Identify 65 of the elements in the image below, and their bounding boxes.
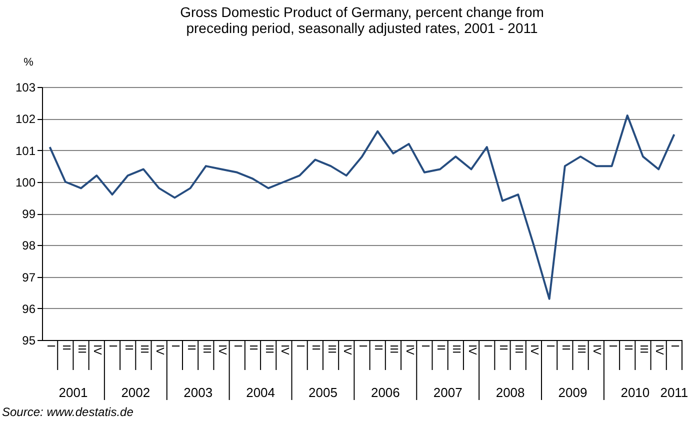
x-tick-label: III	[325, 344, 338, 354]
y-tick-label: 98	[22, 238, 36, 253]
text: 2001	[58, 385, 88, 400]
text: 2002	[121, 385, 150, 400]
x-tick-label: III	[388, 344, 400, 354]
x-tick-label: III	[262, 344, 275, 354]
x-tick-label: I	[169, 344, 182, 348]
x-tick-label: IV	[154, 344, 166, 356]
x-tick-label: II	[622, 344, 634, 351]
x-tick-label: IV	[91, 344, 104, 356]
x-tick-label: II	[184, 344, 197, 351]
x-tick-label: II	[434, 344, 447, 351]
x-tick-label: I	[418, 344, 431, 348]
y-tick-label: 99	[22, 207, 36, 221]
y-tick-label: 100	[15, 175, 36, 190]
x-tick-label: II	[559, 344, 572, 351]
y-tick-label: 97	[22, 270, 36, 284]
x-tick-label: III	[575, 344, 588, 354]
x-tick-label: III	[200, 344, 212, 354]
y-tick-label: 102	[15, 112, 36, 126]
x-tick-label: II	[310, 344, 322, 351]
x-tick-label: I	[106, 344, 119, 348]
x-tick-label: IV	[340, 344, 353, 356]
x-tick-label: I	[356, 344, 368, 348]
x-tick-label: II	[372, 344, 384, 351]
x-tick-label: II	[60, 344, 72, 351]
x-tick-label: I	[232, 344, 244, 348]
x-tick-label: IV	[278, 344, 290, 356]
text: 2011	[660, 385, 688, 400]
text: 2008	[496, 385, 525, 400]
text: 2004	[246, 385, 275, 400]
x-tick-label: I	[668, 344, 681, 348]
x-tick-label: II	[122, 344, 134, 351]
y-tick-label: 96	[22, 302, 36, 316]
x-tick-label: III	[450, 344, 462, 354]
x-tick-label: IV	[528, 344, 540, 356]
text: 2003	[184, 385, 213, 400]
y-tick-label: 103	[15, 80, 36, 94]
source-note: Source: www.destatis.de	[2, 405, 134, 419]
text: 2009	[558, 385, 588, 400]
x-tick-label: IV	[590, 344, 603, 356]
x-tick-label: I	[481, 344, 494, 348]
x-tick-label: III	[637, 344, 650, 354]
x-tick-label: I	[544, 344, 556, 348]
chart-title: Gross Domestic Product of Germany, percent change from preceding period, seasonally adjusted rates, 2001 - 2011	[180, 4, 544, 36]
y-tick-label: 95	[22, 334, 36, 348]
x-tick-label: I	[606, 344, 618, 348]
y-axis-title: %	[24, 56, 34, 68]
x-tick-label: III	[512, 344, 525, 354]
x-tick-label: I	[294, 344, 306, 348]
x-tick-label: II	[247, 344, 260, 351]
x-tick-label: IV	[466, 344, 478, 356]
x-tick-label: III	[76, 344, 88, 354]
x-tick-label: III	[138, 344, 150, 354]
text: 2006	[370, 385, 400, 400]
x-tick-label: IV	[653, 344, 666, 356]
line-series	[48, 114, 676, 300]
x-tick-label: I	[44, 344, 56, 348]
text: 2005	[308, 385, 338, 400]
text: 2010	[620, 385, 650, 400]
x-tick-label: II	[496, 344, 509, 351]
x-tick-label: IV	[216, 344, 228, 356]
x-tick-label: IV	[403, 344, 416, 356]
y-tick-label: 101	[15, 144, 36, 158]
text: 2007	[433, 385, 462, 400]
